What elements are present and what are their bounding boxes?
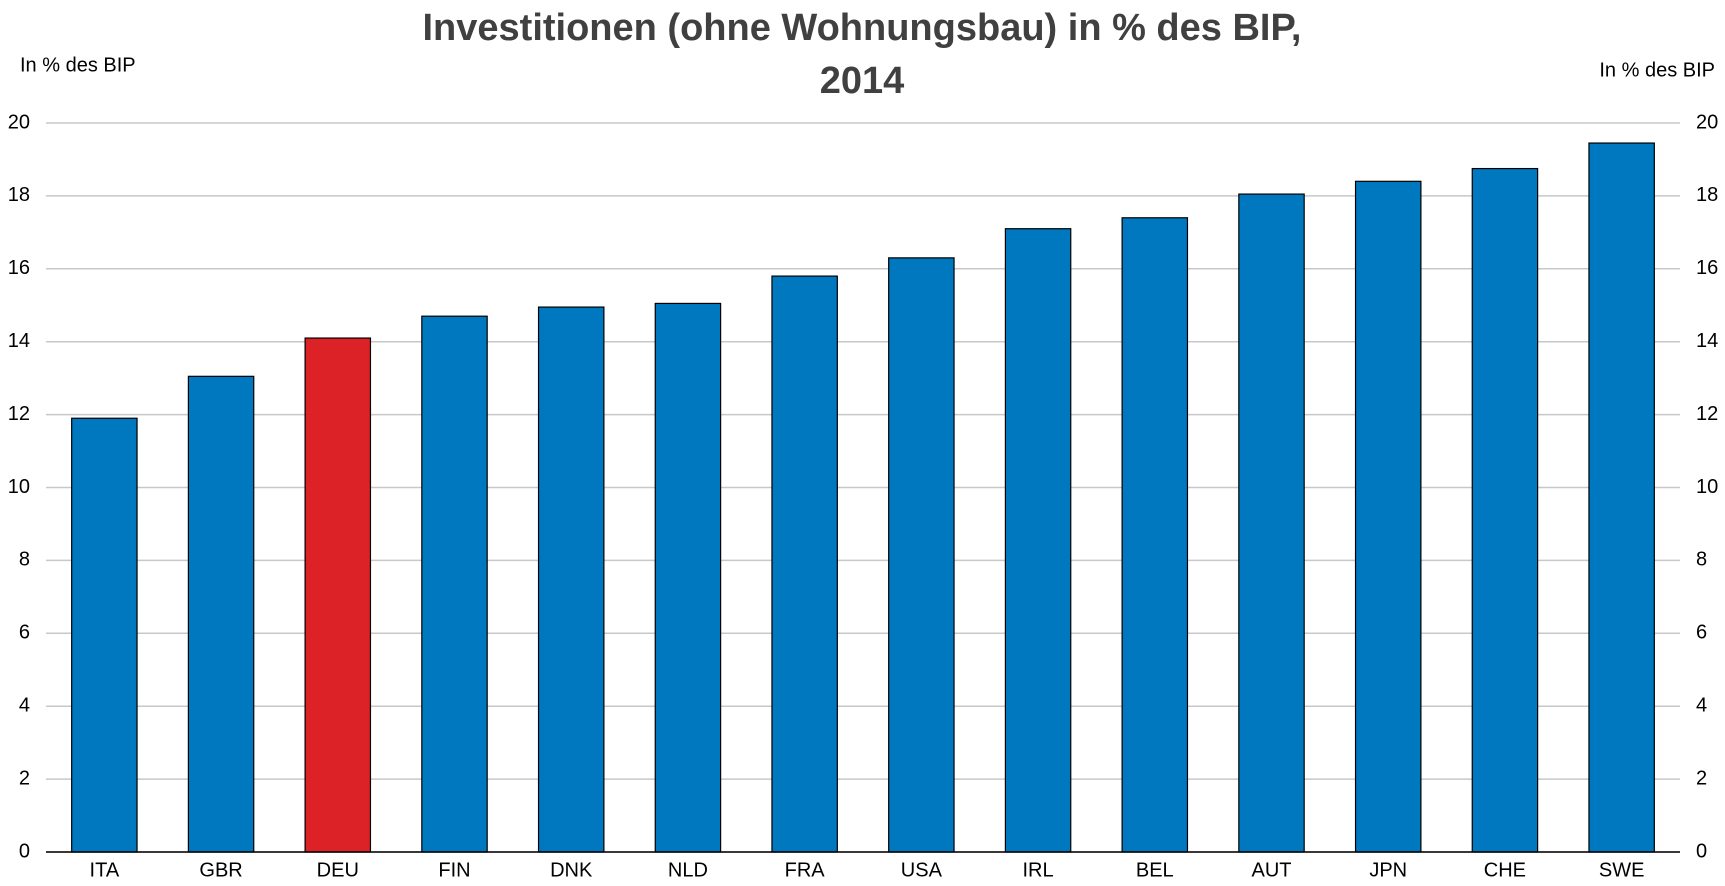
x-tick-label: GBR [199,859,242,881]
y-tick-label: 16 [8,257,30,279]
y-tick-label: 20 [8,111,30,133]
x-tick-label: IRL [1023,859,1054,881]
y2-tick-label: 18 [1696,184,1718,206]
y-tick-label: 14 [8,330,30,352]
bar [537,306,605,853]
y2-tick-label: 12 [1696,403,1718,425]
x-tick-label: SWE [1599,859,1645,881]
y2-tick-label: 10 [1696,476,1718,498]
y-tick-label: 2 [19,767,30,789]
x-tick-label: DNK [550,859,593,881]
y-tick-label: 4 [19,694,30,716]
chart-title: Investitionen (ohne Wohnungsbau) in % de… [422,7,1302,102]
x-tick-label: DEU [317,859,359,881]
x-tick-label: NLD [668,859,708,881]
bar [187,375,255,853]
bar [1238,193,1305,853]
y-axis-label: In % des BIP [20,54,136,76]
bar [1471,167,1539,853]
bar [1588,142,1655,853]
y-tick-label: 18 [8,184,30,206]
y-tick-label: 12 [8,403,30,425]
y2-tick-label: 6 [1696,622,1707,644]
x-tick-label: AUT [1252,859,1292,881]
bar [771,275,838,853]
y2-axis-label: In % des BIP [1599,59,1715,81]
y2-tick-label: 8 [1696,549,1707,571]
bar [654,302,722,853]
y-tick-label: 10 [8,476,30,498]
bar [421,315,488,853]
bar [1121,217,1189,853]
bar [304,337,372,853]
y2-tick-label: 14 [1696,330,1718,352]
bar [1004,228,1072,853]
x-tick-label: FIN [438,859,470,881]
y2-tick-label: 2 [1696,767,1707,789]
y-tick-label: 8 [19,549,30,571]
bar [1354,180,1422,853]
x-tick-label: CHE [1484,859,1526,881]
y2-tick-label: 16 [1696,257,1718,279]
y2-tick-label: 0 [1696,840,1707,862]
x-tick-label: FRA [785,859,826,881]
x-tick-label: ITA [90,859,120,881]
y2-tick-label: 4 [1696,694,1707,716]
x-tick-label: JPN [1369,859,1407,881]
x-tick-label: BEL [1136,859,1174,881]
y-tick-label: 0 [19,840,30,862]
x-tick-label: USA [901,859,943,881]
bar [71,417,138,853]
y2-tick-label: 20 [1696,111,1718,133]
bar [888,257,955,853]
y-tick-label: 6 [19,622,30,644]
